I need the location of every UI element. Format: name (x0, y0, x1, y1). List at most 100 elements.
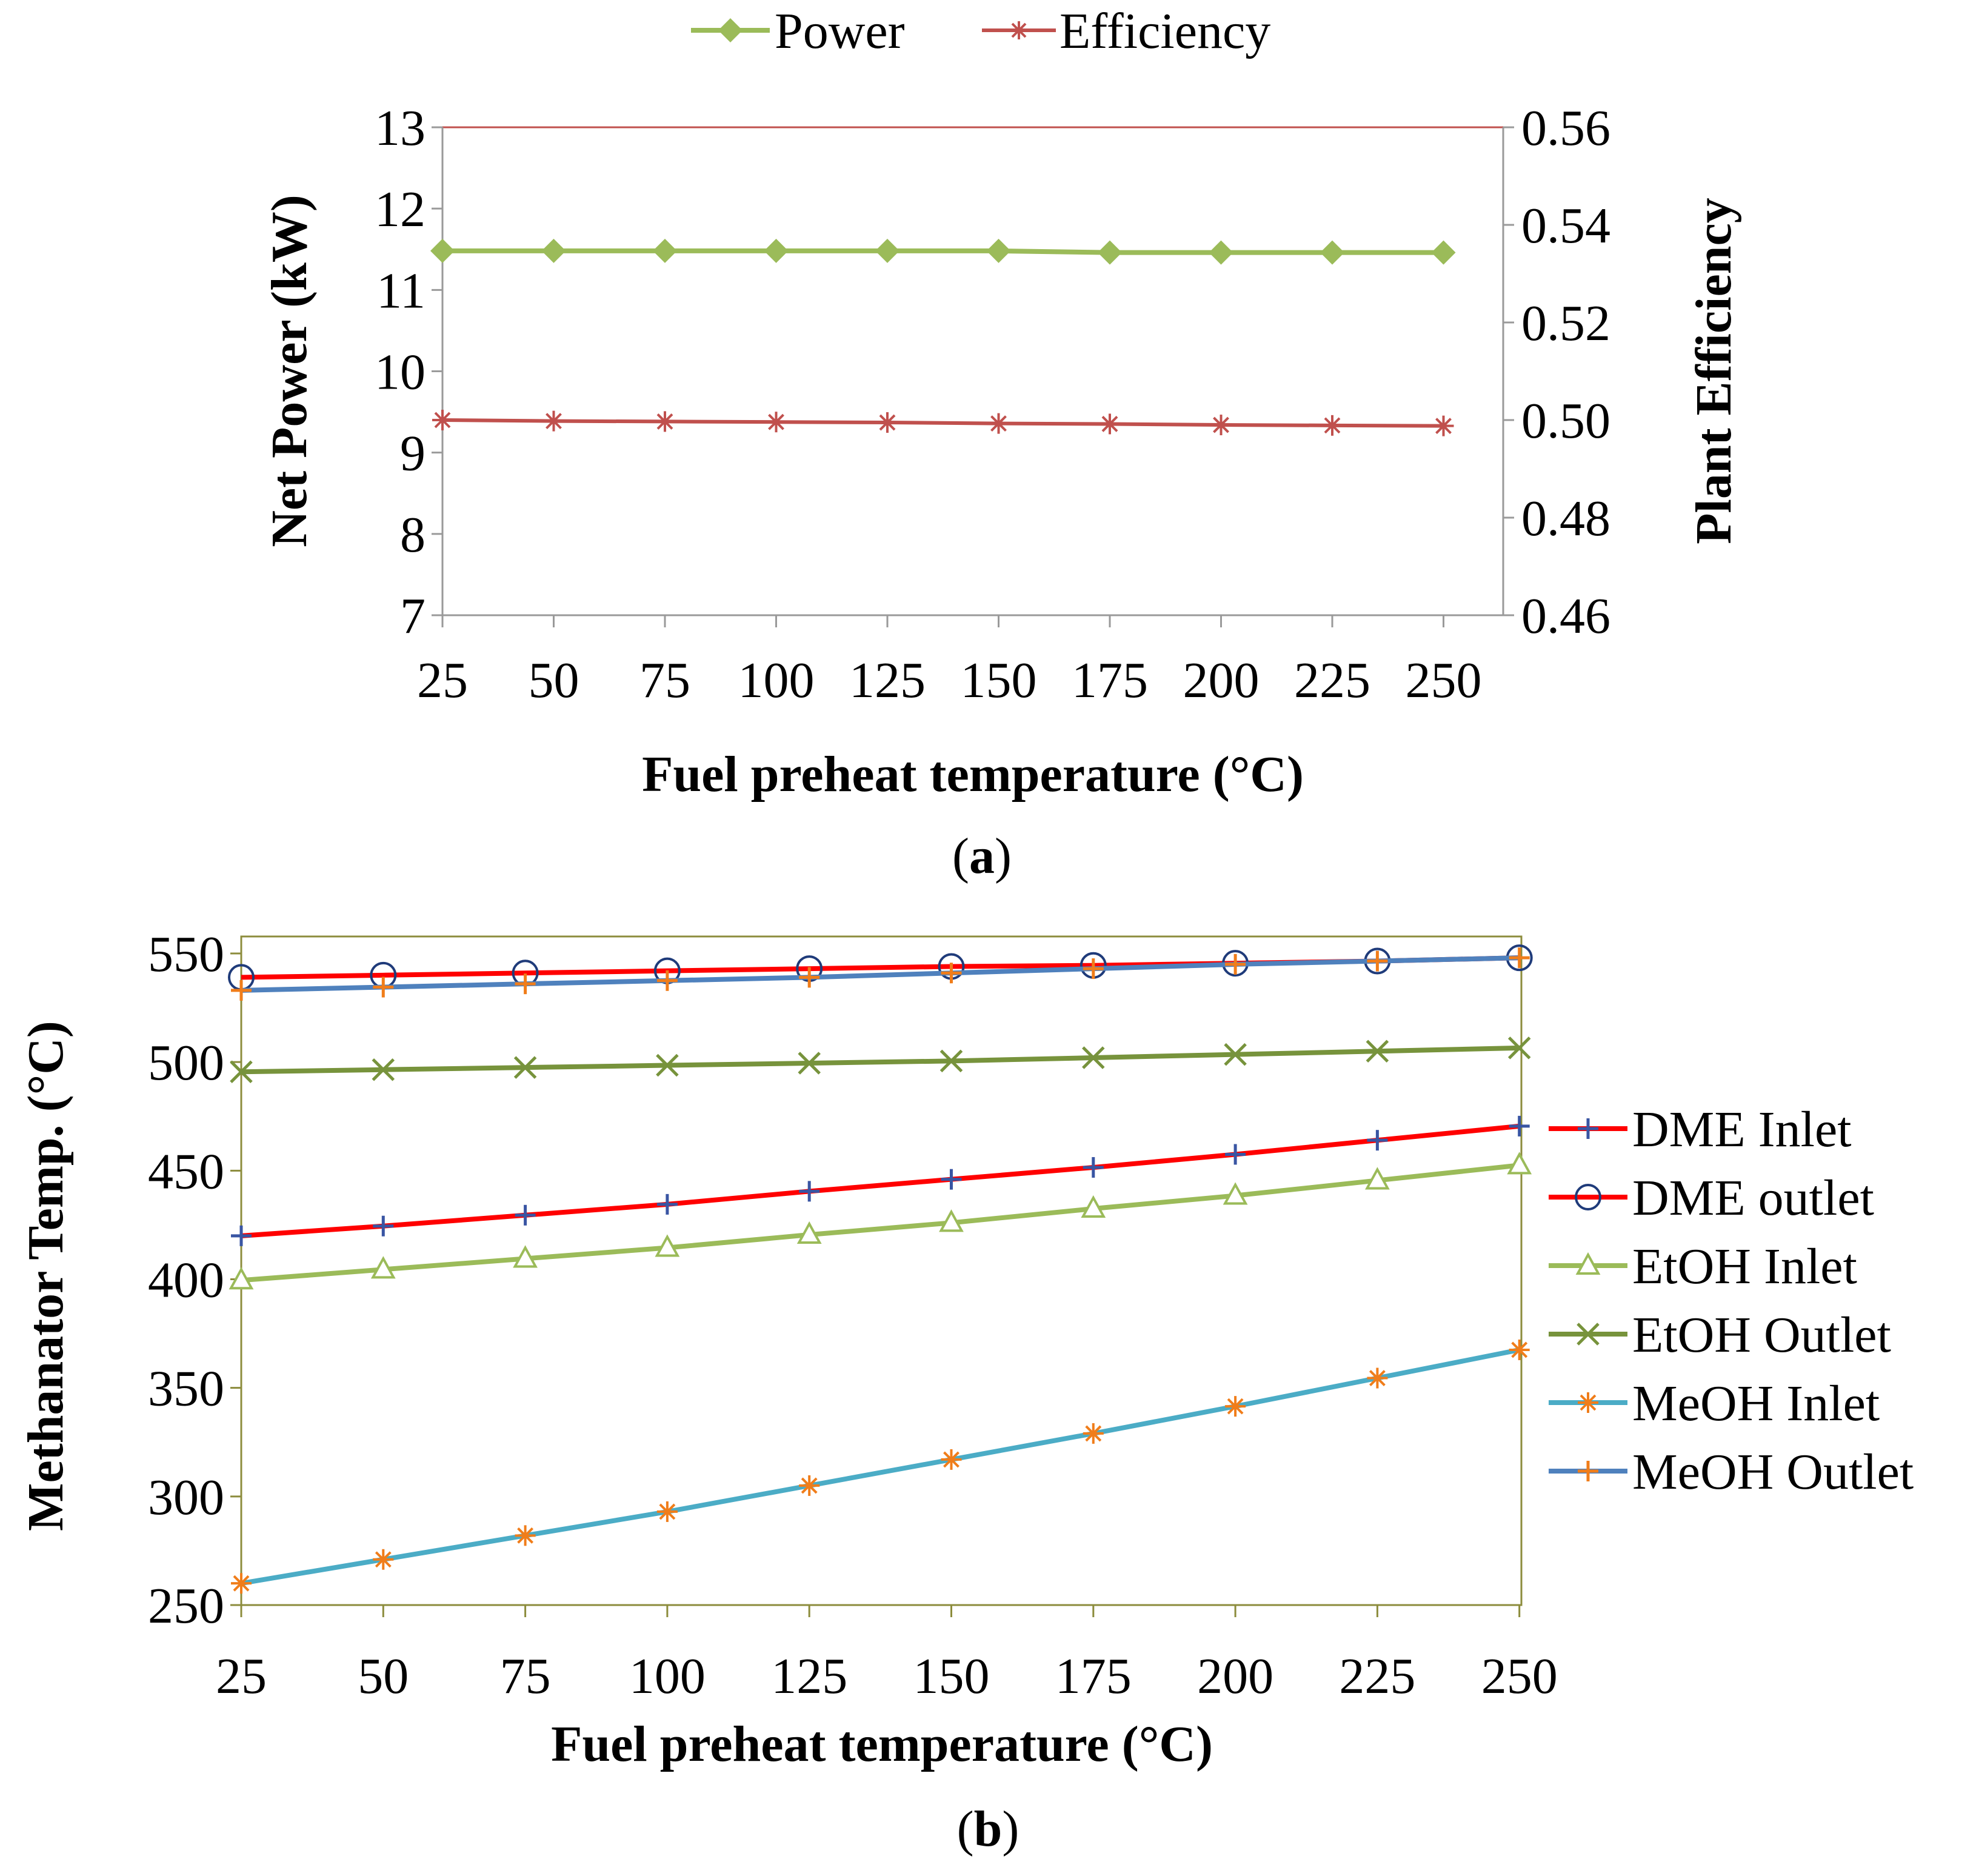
series-group-b (228, 944, 1533, 1594)
data-point-meoh-inlet (1509, 1339, 1530, 1360)
data-point-dme-inlet (799, 1181, 820, 1202)
data-point-power (764, 238, 789, 263)
series-line-etoh-outlet (241, 1045, 1520, 1075)
data-point-meoh-outlet (1367, 950, 1388, 972)
y-axis-title-a: Net Power (kW) (261, 195, 318, 547)
data-point-efficiency (432, 410, 453, 430)
y-axis-title-b: Methanator Temp. (°C) (18, 1021, 74, 1531)
data-point-etoh-outlet (372, 1058, 395, 1081)
data-point-power (1098, 240, 1122, 265)
data-point-dme-inlet (373, 1215, 394, 1237)
y-tick-label: 500 (148, 1035, 224, 1091)
legend-item-dme-inlet: DME Inlet (1549, 1101, 1852, 1158)
data-point-power (1320, 240, 1344, 265)
data-point-dme-inlet (1225, 1144, 1246, 1165)
legend-item-power: Power (691, 3, 905, 59)
y-tick-label: 10 (375, 344, 426, 401)
data-point-meoh-inlet (231, 1573, 252, 1594)
legend-marker-dme-inlet (1578, 1118, 1598, 1139)
data-point-meoh-outlet (515, 973, 536, 995)
data-point-dme-inlet (515, 1204, 536, 1226)
x-tick-label: 175 (1072, 652, 1148, 709)
panel-letter-b: b (974, 1801, 1003, 1857)
legend-marker-etoh-inlet (1575, 1252, 1601, 1275)
y2-tick-label: 0.52 (1521, 295, 1610, 352)
y-tick-label: 400 (148, 1252, 224, 1309)
y-tick-label: 8 (400, 507, 426, 563)
data-point-power (986, 238, 1011, 263)
legend-item-etoh-outlet: EtOH Outlet (1549, 1307, 1891, 1363)
legend-label-efficiency: Efficiency (1060, 3, 1270, 59)
data-point-etoh-outlet (1082, 1046, 1105, 1069)
series-efficiency (432, 410, 1454, 436)
legend-marker-meoh-outlet (1578, 1461, 1598, 1481)
data-point-efficiency (988, 413, 1009, 434)
x-tick-label: 75 (639, 652, 690, 709)
data-point-meoh-outlet (1225, 953, 1246, 975)
data-point-power (875, 238, 899, 263)
chart-b: 250 300 350 400 450 500 550 25 50 75 100 125 150 175… (18, 926, 1914, 1857)
data-point-etoh-outlet (230, 1060, 253, 1084)
data-point-etoh-outlet (1366, 1040, 1389, 1063)
plot-b-frame (240, 935, 1523, 1606)
y2-tick-label: 0.46 (1521, 588, 1610, 644)
x-tick-label: 25 (417, 652, 468, 709)
data-point-etoh-outlet (798, 1052, 821, 1075)
legend-b: DME Inlet DME outlet EtOH Inlet EtOH Outlet… (1549, 1101, 1914, 1500)
data-point-meoh-outlet (656, 970, 678, 991)
data-point-meoh-outlet (799, 967, 820, 988)
data-point-etoh-inlet (1223, 1182, 1248, 1205)
legend-item-meoh-outlet: MeOH Outlet (1549, 1444, 1914, 1500)
x-tick-label: 75 (500, 1648, 551, 1704)
x-tick-label: 200 (1183, 652, 1260, 709)
x-tick-label: 175 (1055, 1648, 1132, 1704)
data-point-dme-inlet (231, 1225, 252, 1246)
data-point-dme-inlet (1367, 1130, 1388, 1151)
data-point-meoh-inlet (373, 1549, 394, 1570)
series-line-etoh-inlet (241, 1163, 1520, 1283)
data-point-efficiency (1210, 415, 1232, 436)
x-tick-label: 250 (1481, 1648, 1558, 1704)
data-point-etoh-outlet (656, 1053, 679, 1077)
y-tick-label: 12 (375, 181, 426, 238)
y2-axis-ticks-a: 0.46 0.48 0.50 0.52 0.54 0.56 (1503, 100, 1610, 644)
x-tick-label: 150 (913, 1648, 990, 1704)
data-point-meoh-inlet (1225, 1396, 1246, 1417)
x-tick-label: 100 (629, 1648, 706, 1704)
legend-label-power: Power (775, 3, 905, 59)
x-tick-label: 225 (1339, 1648, 1415, 1704)
data-point-efficiency (1433, 415, 1454, 436)
x-axis-title-a: Fuel preheat temperature (°C) (642, 746, 1304, 803)
x-tick-label: 100 (738, 652, 815, 709)
series-line-dme-inlet (241, 1123, 1520, 1238)
series-etoh-inlet (229, 1152, 1532, 1290)
legend-label-meoh-inlet: MeOH Inlet (1632, 1375, 1880, 1432)
y2-tick-label: 0.48 (1521, 490, 1610, 547)
data-point-efficiency (1100, 413, 1120, 435)
y-axis-ticks-a: 7 8 9 10 11 12 13 (375, 100, 442, 644)
series-meoh-outlet (231, 947, 1530, 1001)
data-point-meoh-outlet (231, 980, 252, 1001)
y2-axis-title-a: Plant Efficiency (1686, 198, 1742, 544)
data-point-efficiency (877, 412, 898, 433)
x-tick-label: 50 (529, 652, 579, 709)
y-tick-label: 300 (148, 1469, 224, 1526)
legend-item-dme-outlet: DME outlet (1549, 1170, 1874, 1226)
data-point-dme-inlet (941, 1169, 962, 1190)
y-tick-label: 250 (148, 1578, 224, 1634)
data-point-dme-inlet (656, 1193, 678, 1215)
legend-marker-meoh-inlet (1578, 1392, 1598, 1413)
data-point-etoh-inlet (513, 1245, 538, 1268)
data-point-dme-inlet (1509, 1115, 1530, 1137)
data-point-dme-inlet (1083, 1157, 1104, 1178)
y2-tick-label: 0.56 (1521, 100, 1610, 156)
panel-letter-a: a (969, 828, 995, 884)
data-point-etoh-inlet (796, 1221, 822, 1244)
series-meoh-inlet (231, 1339, 1530, 1594)
legend-label-etoh-inlet: EtOH Inlet (1632, 1238, 1857, 1295)
data-point-efficiency (766, 412, 787, 433)
panel-label-b: (b) (957, 1801, 1020, 1857)
y-tick-label: 350 (148, 1361, 224, 1417)
legend-marker-dme-outlet (1575, 1184, 1601, 1210)
data-point-power (430, 238, 455, 263)
